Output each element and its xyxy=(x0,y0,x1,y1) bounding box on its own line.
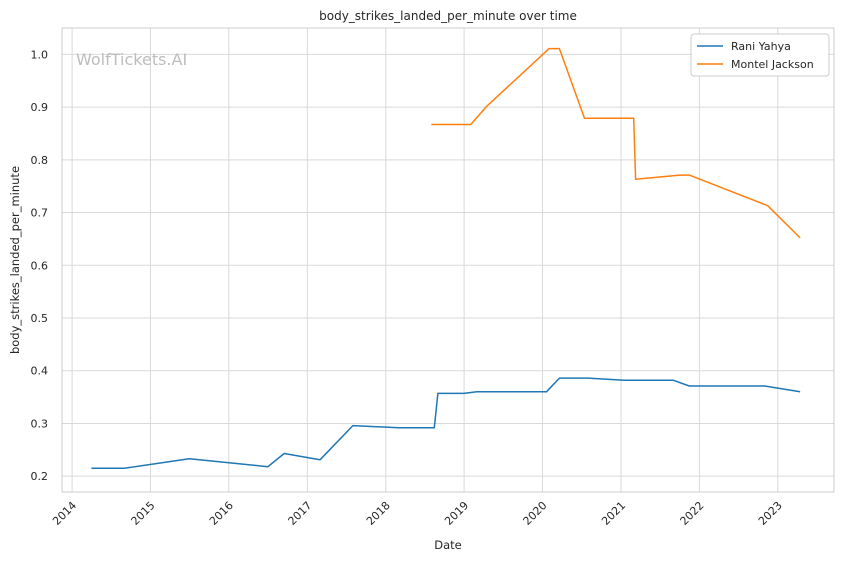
series-line-montel-jackson xyxy=(431,47,801,239)
x-tick-labels: 2014 2015 2016 2017 2018 2019 2020 2021 2022 2023 xyxy=(50,499,785,528)
y-tick-label: 0.9 xyxy=(31,101,49,114)
chart-title: body_strikes_landed_per_minute over time xyxy=(319,9,577,23)
y-tick-label: 0.5 xyxy=(31,312,49,325)
y-tick-label: 0.4 xyxy=(31,365,49,378)
legend-label: Rani Yahya xyxy=(731,40,791,53)
series-lines xyxy=(91,47,801,470)
y-tick-label: 0.3 xyxy=(31,417,49,430)
series-line-rani-yahya xyxy=(91,377,801,470)
y-axis-title: body_strikes_landed_per_minute xyxy=(8,166,22,354)
y-tick-label: 0.8 xyxy=(31,154,49,167)
y-tick-label: 1.0 xyxy=(31,48,49,61)
legend: Rani Yahya Montel Jackson xyxy=(690,33,830,77)
legend-label: Montel Jackson xyxy=(731,58,814,71)
y-tick-label: 0.7 xyxy=(31,207,49,220)
grid xyxy=(62,28,834,492)
legend-box xyxy=(690,33,830,77)
y-tick-labels: 0.2 0.3 0.4 0.5 0.6 0.7 0.8 0.9 1.0 xyxy=(31,48,49,483)
y-tick-label: 0.6 xyxy=(31,259,49,272)
plot-frame xyxy=(61,27,835,493)
watermark-text: WolfTickets.AI xyxy=(76,50,187,69)
y-tick-label: 0.2 xyxy=(31,470,49,483)
x-axis-title: Date xyxy=(434,538,462,552)
